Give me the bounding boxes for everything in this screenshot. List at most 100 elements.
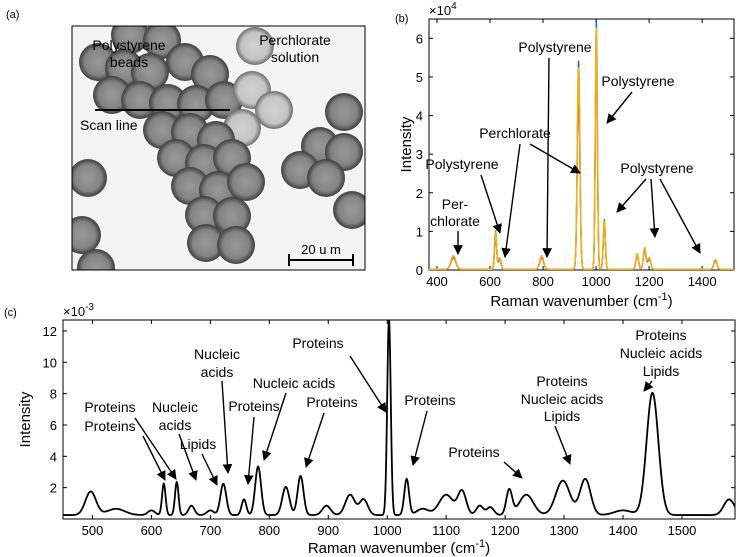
y-tick-label: 10	[43, 355, 57, 370]
plot-frame	[428, 18, 735, 271]
annotation-label: Proteins	[292, 335, 343, 351]
annotation-arrow	[142, 435, 166, 481]
annotation-arrow	[501, 143, 521, 258]
x-tick-label: 1500	[667, 523, 696, 538]
y-tick-label: 5	[416, 70, 423, 85]
annotation-arrow	[201, 453, 218, 486]
annotation-label: Nucleic acids	[521, 391, 603, 407]
y-tick-label: 2	[50, 481, 57, 496]
microscopy-image: Polystyrene beads Perchlorate solution S…	[71, 25, 366, 271]
y-tick-label: 6	[416, 31, 423, 46]
bead-cluster	[72, 26, 365, 270]
y-axis-label: Intensity	[17, 391, 34, 447]
y-tick-label: 12	[43, 324, 57, 339]
annotation-arrow	[529, 143, 581, 174]
chart-b: 400 600 800 1000 1200 1400 0 1 2 3 4 5 6 Raman wavenu…	[398, 1, 735, 310]
x-tick-label: 1000	[582, 274, 611, 289]
x-tick-label: 600	[141, 523, 163, 538]
annotation-arrow	[262, 392, 287, 461]
annotation-label: Proteins	[536, 373, 587, 389]
y-tick-label: 6	[50, 418, 57, 433]
x-tick-label: 800	[532, 274, 554, 289]
annotation-label: Per-	[442, 196, 469, 212]
y-exponent: ×104	[429, 1, 457, 18]
cell-spectrum-line	[63, 320, 735, 516]
annotation-label: Polystyrene	[620, 160, 693, 176]
x-tick-label: 500	[82, 523, 104, 538]
scale-bar-label: 20 u m	[301, 242, 341, 257]
spectrum-series	[429, 27, 734, 270]
annotation-arrow	[349, 355, 387, 413]
x-tick-label: 400	[426, 274, 448, 289]
y-tick-label: 8	[50, 387, 57, 402]
panel-c-tag: (c)	[4, 307, 17, 319]
solution-label-l2: solution	[271, 49, 319, 65]
x-tick-label: 900	[317, 523, 339, 538]
spectra-lines	[429, 20, 734, 270]
x-tick-label: 1300	[550, 523, 579, 538]
annotation-label: Polystyrene	[425, 156, 498, 172]
y-tick-label: 1	[416, 224, 423, 239]
y-tick-label: 0	[416, 263, 423, 278]
annotation-label: Proteins	[448, 444, 499, 460]
annotation-label: chlorate	[430, 213, 480, 229]
x-axis-label: Raman wavenumber (cm-1)	[490, 291, 672, 310]
annotation-arrow	[659, 178, 701, 254]
annotation-label: Perchlorate	[479, 125, 551, 141]
annotation-label: Proteins	[306, 394, 357, 410]
x-tick-label: 800	[258, 523, 280, 538]
annotation-arrow	[221, 380, 233, 474]
annotation-label: Proteins	[84, 418, 135, 434]
beads-label-l1: Polystyrene	[92, 37, 165, 53]
annotation-arrow	[480, 174, 502, 234]
annotation-arrow	[616, 178, 647, 213]
y-tick-label: 3	[416, 147, 423, 162]
x-axis-label: Raman wavenumber (cm-1)	[308, 538, 490, 557]
annotation-label: Proteins	[84, 399, 135, 415]
annotation-arrow	[178, 433, 198, 481]
panel-b-tag: (b)	[395, 13, 408, 25]
annotation-label: Nucleic	[152, 399, 198, 415]
x-tick-label: 1400	[609, 523, 638, 538]
scan-line-label: Scan line	[80, 117, 138, 133]
annotation-arrow	[134, 417, 177, 480]
annotation-label: acids	[159, 417, 192, 433]
annotation-label: Nucleic acids	[620, 345, 702, 361]
x-tick-label: 1400	[688, 274, 717, 289]
annotation-arrow	[503, 461, 523, 479]
annotation-label: Polystyrene	[518, 39, 591, 55]
annotation-arrow	[542, 57, 552, 258]
beads-label-l2: beads	[110, 54, 148, 70]
x-tick-label: 600	[479, 274, 501, 289]
y-tick-label: 4	[416, 109, 423, 124]
annotation-arrow	[606, 91, 633, 124]
annotation-label: Proteins	[635, 327, 686, 343]
x-tick-label: 1200	[491, 523, 520, 538]
annotation-arrow	[649, 178, 660, 238]
chart-c: 500 600 700 800 900 1000 1100 1200 1300 1400 1500 2…	[17, 302, 736, 557]
panel-a-tag: (a)	[6, 9, 19, 21]
solution-label-l1: Perchlorate	[259, 32, 331, 48]
y-tick-label: 4	[50, 449, 57, 464]
annotation-label: Lipids	[180, 436, 217, 452]
annotation-arrow	[304, 412, 325, 468]
y-tick-label: 2	[416, 186, 423, 201]
annotation-arrow	[554, 425, 572, 465]
annotation-label: Polystyrene	[601, 73, 674, 89]
annotation-label: Proteins	[228, 398, 279, 414]
y-exponent: ×10-3	[63, 302, 94, 319]
x-tick-label: 1200	[635, 274, 664, 289]
plot-frame	[62, 319, 736, 520]
annotation-label: acids	[201, 364, 234, 380]
x-tick-label: 1100	[432, 523, 460, 538]
annotation-label: Nucleic	[194, 346, 240, 362]
x-tick-label: 1000	[373, 523, 402, 538]
x-tick-label: 700	[200, 523, 222, 538]
annotation-arrow	[243, 416, 255, 485]
annotation-label: Nucleic acids	[253, 375, 335, 391]
annotation-arrow	[643, 380, 654, 392]
annotation-arrow	[410, 410, 428, 466]
annotation-label: Proteins	[404, 392, 455, 408]
annotation-label: Lipids	[544, 408, 581, 424]
